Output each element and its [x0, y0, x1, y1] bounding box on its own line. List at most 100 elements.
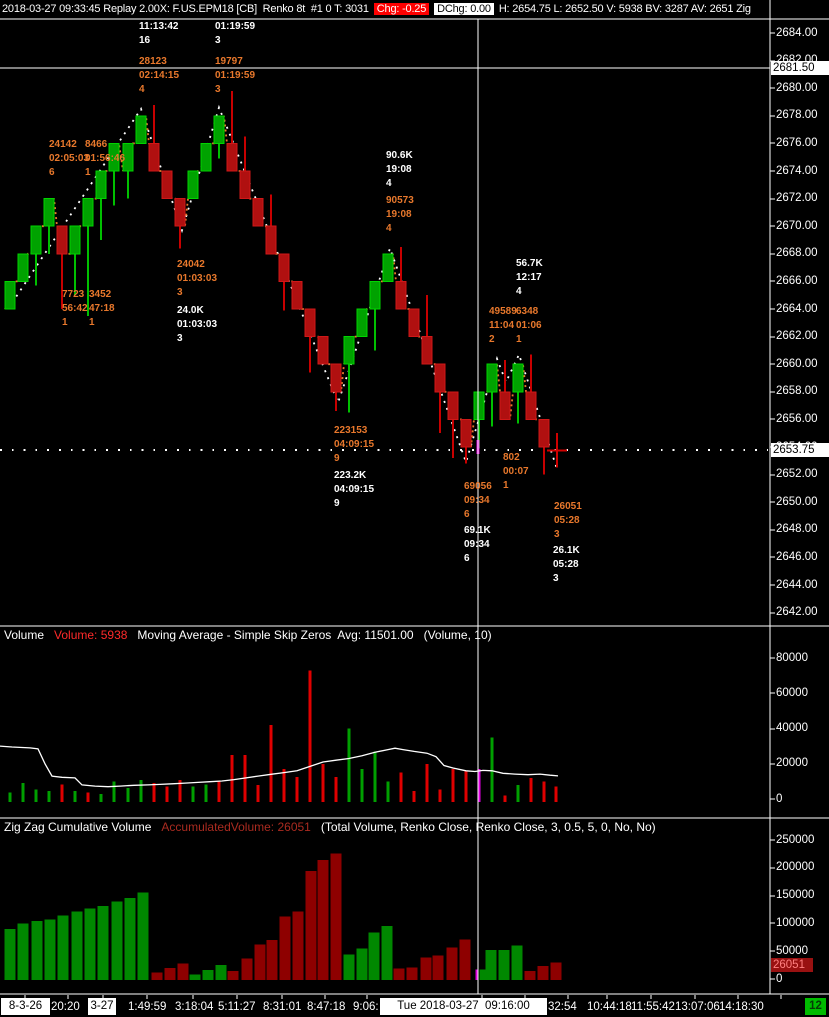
swing-annotation-line: 28123 — [139, 56, 167, 67]
time-axis-label: Tue 2018-03-27 09:16:00 — [380, 998, 547, 1015]
price-axis-label: 2648.00 — [776, 523, 818, 535]
swing-annotation-line: 223153 — [334, 425, 368, 436]
swing-annotation-line: 3 — [177, 333, 183, 344]
swing-annotation-line: 12:17 — [516, 272, 542, 283]
price-axis-label: 2644.00 — [776, 579, 818, 591]
swing-annotation-line: 6 — [464, 509, 470, 520]
swing-annotation-line: 11:13:42 — [139, 21, 179, 32]
swing-annotation-line: 19:08 — [386, 164, 412, 175]
swing-annotation-line: 3 — [215, 84, 221, 95]
swing-annotation-line: 90573 — [386, 195, 414, 206]
swing-annotation-line: 223.2K — [334, 470, 367, 481]
swing-annotation-line: 09:34 — [464, 539, 490, 550]
swing-annotation-line: 1 — [89, 317, 95, 328]
volume-axis-label: 40000 — [776, 722, 808, 734]
time-axis-label: 8:31:01 — [263, 1001, 302, 1013]
swing-annotation: 19797 01:19:59 3 — [215, 55, 255, 97]
price-axis-label: 2658.00 — [776, 385, 818, 397]
swing-annotation-line: 01:03:03 — [177, 319, 218, 330]
time-axis-label: 3:18:04 — [175, 1001, 214, 1013]
swing-annotation-line: 00:07 — [503, 466, 529, 477]
swing-annotation-line: 3 — [554, 529, 560, 540]
axis-value-box: 2681.50 — [771, 61, 829, 75]
swing-annotation-line: 47:18 — [89, 303, 115, 314]
swing-annotation-line: 1 — [516, 334, 522, 345]
swing-annotation: 6348 01:06 1 — [516, 305, 542, 347]
price-axis-label: 2678.00 — [776, 109, 818, 121]
price-axis-label: 2652.00 — [776, 468, 818, 480]
swing-annotation: 56.7K 12:17 4 — [516, 257, 543, 299]
swing-annotation: 223153 04:09:15 9 — [334, 424, 374, 466]
swing-annotation-line: 02:05:03 — [49, 153, 90, 164]
zigzag-panel-header[interactable]: Zig Zag Cumulative Volume AccumulatedVol… — [4, 820, 656, 834]
swing-annotation-line: 4 — [516, 286, 522, 297]
swing-annotation-line: 7723 — [62, 289, 85, 300]
price-axis-label: 2660.00 — [776, 358, 818, 370]
swing-annotation-line: 05:28 — [553, 559, 579, 570]
swing-annotation: 802 00:07 1 — [503, 451, 529, 493]
volume-axis-label: 0 — [776, 793, 783, 805]
volume-panel-header[interactable]: Volume Volume: 5938 Moving Average - Sim… — [4, 628, 492, 642]
swing-annotation-line: 56.7K — [516, 258, 543, 269]
cumvol-axis-label: 200000 — [776, 861, 815, 873]
swing-annotation-line: 4 — [386, 178, 392, 189]
price-axis-label: 2650.00 — [776, 496, 818, 508]
swing-annotation-line: 1 — [62, 317, 68, 328]
price-axis-label: 2676.00 — [776, 137, 818, 149]
swing-annotation-line: 6 — [464, 553, 470, 564]
swing-annotation-line: 69.1K — [464, 525, 491, 536]
swing-annotation-line: 24042 — [177, 259, 205, 270]
swing-annotation-line: 1 — [503, 480, 509, 491]
price-axis-label: 2656.00 — [776, 413, 818, 425]
price-axis-label: 2680.00 — [776, 82, 818, 94]
axis-value-box: 2653.75 — [771, 443, 829, 457]
swing-annotation-line: 19:08 — [386, 209, 412, 220]
cumvol-axis-label: 50000 — [776, 945, 808, 957]
swing-annotation: 223.2K 04:09:15 9 — [334, 469, 374, 511]
swing-annotation: 69056 09:34 6 — [464, 480, 492, 522]
title-text: 2018-03-27 09:33:45 Replay 2.00X: F.US.E… — [2, 3, 369, 15]
accumulated-volume-value: AccumulatedVolume: 26051 — [161, 820, 311, 834]
swing-annotation-line: 24142 — [49, 139, 77, 150]
price-axis-label: 2666.00 — [776, 275, 818, 287]
volume-axis-label: 60000 — [776, 687, 808, 699]
title-bar: 2018-03-27 09:33:45 Replay 2.00X: F.US.E… — [2, 1, 827, 17]
swing-annotation: 90.6K 19:08 4 — [386, 149, 413, 191]
swing-annotation-line: 04:09:15 — [334, 484, 375, 495]
swing-annotation: 11:13:42 16 — [139, 20, 178, 48]
time-axis-label: 14:18:30 — [719, 1001, 764, 1013]
swing-annotation-line: 69056 — [464, 481, 492, 492]
swing-annotation-line: 8466 — [85, 139, 108, 150]
time-axis-label: 3-27 — [88, 998, 116, 1015]
swing-annotation-line: 3 — [553, 573, 559, 584]
time-axis-label: 10:44:18 — [587, 1001, 632, 1013]
price-axis-label: 2674.00 — [776, 165, 818, 177]
swing-annotation: 24042 01:03:03 3 — [177, 258, 217, 300]
zigzag-params-label: (Total Volume, Renko Close, Renko Close,… — [320, 820, 656, 834]
swing-annotation-line: 6348 — [516, 306, 539, 317]
swing-annotation-line: 02:14:15 — [139, 70, 180, 81]
swing-annotation-line: 6 — [49, 167, 55, 178]
swing-annotation-line: 01:56:46 — [85, 153, 126, 164]
swing-annotation-line: 24.0K — [177, 305, 204, 316]
swing-annotation-line: 19797 — [215, 56, 243, 67]
price-axis-label: 2668.00 — [776, 247, 818, 259]
swing-annotation: 7723 56:42 1 — [62, 288, 88, 330]
volume-ma-label: Moving Average - Simple Skip Zeros Avg: … — [137, 628, 492, 642]
swing-annotation-line: 16 — [139, 35, 151, 46]
swing-annotation: 24142 02:05:03 6 — [49, 138, 89, 180]
swing-annotation-line: 04:09:15 — [334, 439, 375, 450]
swing-annotation-line: 01:19:59 — [215, 21, 256, 32]
price-axis-label: 2646.00 — [776, 551, 818, 563]
daily-change-value: DChg: 0.00 — [434, 3, 494, 15]
swing-annotation-line: 2 — [489, 334, 495, 345]
time-axis-label: 13:07:06 — [675, 1001, 720, 1013]
volume-study-name: Volume — [4, 628, 45, 642]
time-axis-label: 9:06: — [353, 1001, 379, 1013]
swing-annotation-line: 90.6K — [386, 150, 413, 161]
swing-annotation: 26051 05:28 3 — [554, 500, 582, 542]
swing-annotation-line: 56:42 — [62, 303, 88, 314]
swing-annotation-line: 9 — [334, 453, 340, 464]
